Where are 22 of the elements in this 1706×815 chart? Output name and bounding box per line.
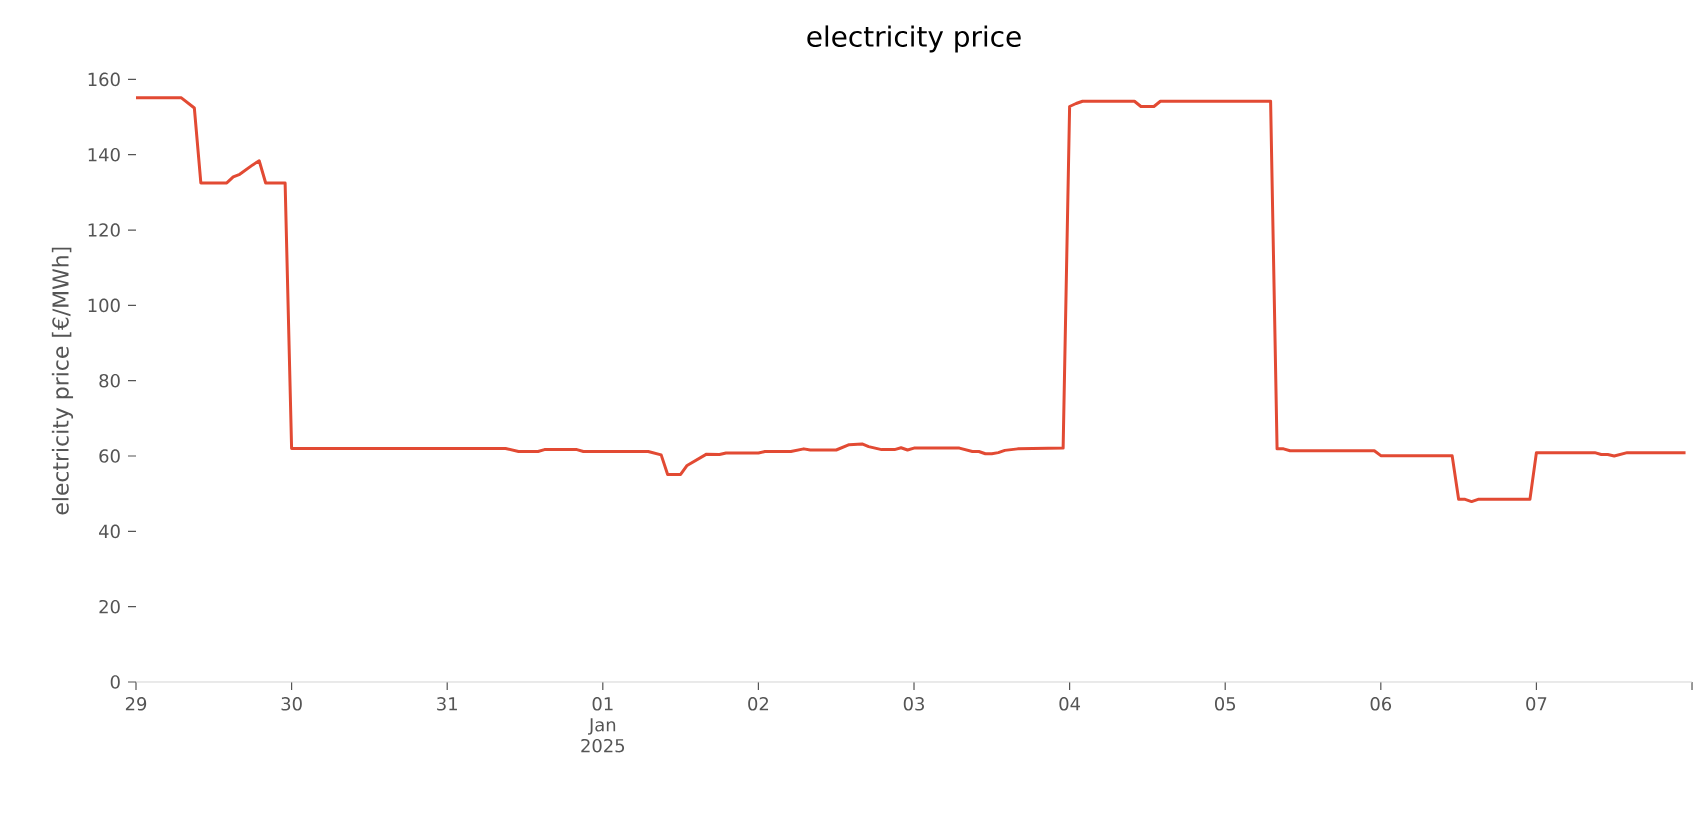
y-axis-title: electricity price [€/MWh] [51, 247, 74, 515]
x-tick-label: 04 [1059, 697, 1081, 711]
y-tick-label: 80 [99, 373, 120, 388]
x-tick-label: 30 [281, 697, 302, 711]
y-tick-label: 120 [88, 223, 120, 237]
x-tick-label: 31 [437, 697, 457, 711]
line-series [136, 96, 1688, 504]
y-tick-label: 140 [88, 147, 120, 162]
x-tick-label: 03 [903, 697, 924, 711]
chart-title: electricity price [807, 25, 1021, 53]
y-tick-label: 40 [99, 524, 120, 539]
x-tick-label: 06 [1370, 697, 1392, 711]
x-tick-label: 02 [748, 697, 769, 711]
x-tick-label: 07 [1526, 697, 1547, 711]
y-tick-label: 0 [110, 675, 120, 689]
y-tick-label: 100 [88, 298, 120, 313]
x-tick-label: 05 [1214, 697, 1236, 711]
y-tick-label: 160 [88, 72, 120, 87]
x-tick-label: 01 Jan 2025 [581, 697, 625, 753]
y-tick-label: 20 [99, 599, 120, 614]
y-tick-label: 60 [99, 449, 120, 463]
x-tick-label: 29 [125, 697, 147, 711]
